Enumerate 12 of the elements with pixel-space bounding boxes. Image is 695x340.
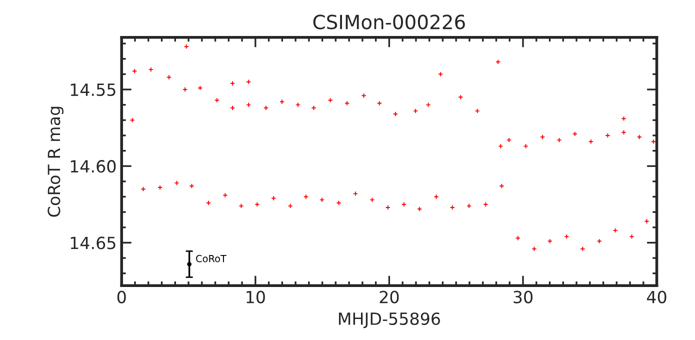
x-tick-label: 30 [514,290,532,304]
y-tick-label: 14.60 [70,160,116,173]
x-tick-label: 0 [117,290,126,304]
x-tick-label: 40 [646,290,666,304]
series-label: CoRoT [196,254,226,262]
x-tick-label: 10 [246,290,265,304]
x-axis-title: MHJD-55896 [338,312,440,328]
x-tick-label: 20 [380,290,399,304]
y-tick-label: 14.65 [70,236,116,250]
chart-title: CSIMon-000226 [313,14,465,30]
y-tick-label: 14.55 [70,84,116,96]
y-axis-title: CoRoT R mag [48,106,64,217]
